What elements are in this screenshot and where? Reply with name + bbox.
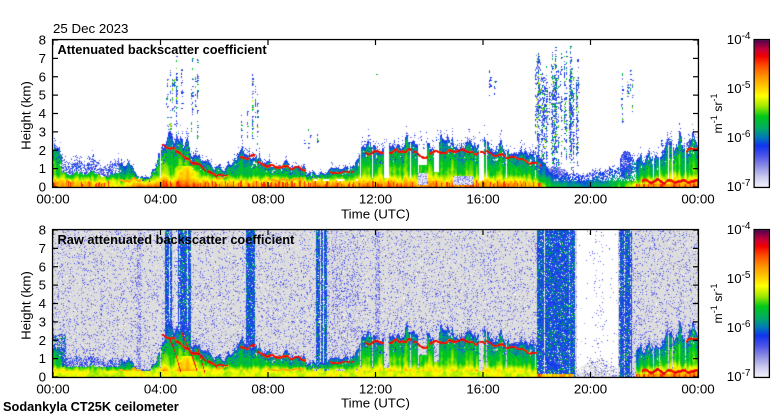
svg-text:7: 7	[39, 241, 46, 256]
svg-text:0: 0	[39, 370, 46, 385]
svg-text:8: 8	[39, 223, 46, 238]
svg-text:10-7: 10-7	[727, 178, 751, 194]
svg-text:2: 2	[39, 143, 46, 158]
svg-text:10-6: 10-6	[727, 319, 751, 335]
svg-text:20:00: 20:00	[574, 382, 607, 397]
svg-text:Height (km): Height (km)	[19, 271, 34, 340]
svg-text:0: 0	[39, 180, 46, 195]
svg-text:4: 4	[39, 106, 46, 121]
svg-text:10-4: 10-4	[727, 221, 751, 237]
svg-text:6: 6	[39, 259, 46, 274]
svg-text:00:00: 00:00	[681, 382, 714, 397]
svg-text:00:00: 00:00	[681, 192, 714, 207]
svg-text:10-7: 10-7	[727, 368, 751, 384]
svg-text:10-5: 10-5	[727, 80, 751, 96]
svg-text:10-4: 10-4	[727, 31, 751, 47]
svg-text:m-1 sr-1: m-1 sr-1	[709, 284, 725, 324]
svg-text:m-1 sr-1: m-1 sr-1	[709, 94, 725, 134]
svg-text:04:00: 04:00	[144, 192, 177, 207]
svg-text:16:00: 16:00	[466, 192, 499, 207]
svg-text:04:00: 04:00	[144, 382, 177, 397]
svg-text:25 Dec 2023: 25 Dec 2023	[53, 21, 128, 36]
svg-text:6: 6	[39, 69, 46, 84]
svg-text:3: 3	[39, 314, 46, 329]
svg-text:5: 5	[39, 278, 46, 293]
svg-text:12:00: 12:00	[359, 382, 392, 397]
svg-text:00:00: 00:00	[36, 192, 69, 207]
svg-text:10-6: 10-6	[727, 129, 751, 145]
svg-text:Sodankyla CT25K ceilometer: Sodankyla CT25K ceilometer	[3, 399, 179, 414]
svg-text:12:00: 12:00	[359, 192, 392, 207]
svg-text:3: 3	[39, 124, 46, 139]
svg-text:Raw attenuated backscatter coe: Raw attenuated backscatter coefficient	[58, 232, 296, 247]
svg-text:8: 8	[39, 33, 46, 48]
svg-text:16:00: 16:00	[466, 382, 499, 397]
svg-text:10-5: 10-5	[727, 270, 751, 286]
svg-text:Time (UTC): Time (UTC)	[341, 207, 410, 222]
svg-text:5: 5	[39, 88, 46, 103]
svg-text:2: 2	[39, 333, 46, 348]
svg-text:08:00: 08:00	[251, 192, 284, 207]
svg-text:7: 7	[39, 51, 46, 66]
svg-text:1: 1	[39, 161, 46, 176]
svg-text:Time (UTC): Time (UTC)	[341, 396, 410, 411]
svg-text:Height (km): Height (km)	[19, 81, 34, 150]
svg-text:00:00: 00:00	[36, 382, 69, 397]
svg-text:4: 4	[39, 296, 46, 311]
svg-text:20:00: 20:00	[574, 192, 607, 207]
svg-text:Attenuated backscatter coeffic: Attenuated backscatter coefficient	[58, 42, 268, 57]
svg-text:1: 1	[39, 351, 46, 366]
svg-text:08:00: 08:00	[251, 382, 284, 397]
